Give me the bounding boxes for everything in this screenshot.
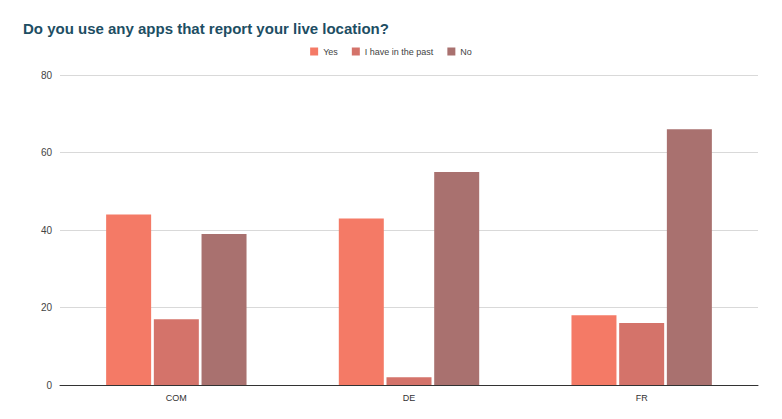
svg-text:Do you use any apps that repor: Do you use any apps that report your liv… <box>23 20 389 37</box>
svg-text:No: No <box>460 47 472 57</box>
svg-text:0: 0 <box>46 380 52 391</box>
svg-text:FR: FR <box>636 393 648 403</box>
svg-text:Yes: Yes <box>323 47 338 57</box>
svg-text:40: 40 <box>41 225 53 236</box>
svg-text:I have in the past: I have in the past <box>365 47 434 57</box>
svg-text:60: 60 <box>41 147 53 158</box>
svg-text:DE: DE <box>403 393 416 403</box>
svg-text:COM: COM <box>166 393 187 403</box>
svg-text:20: 20 <box>41 302 53 313</box>
svg-text:80: 80 <box>41 70 53 81</box>
